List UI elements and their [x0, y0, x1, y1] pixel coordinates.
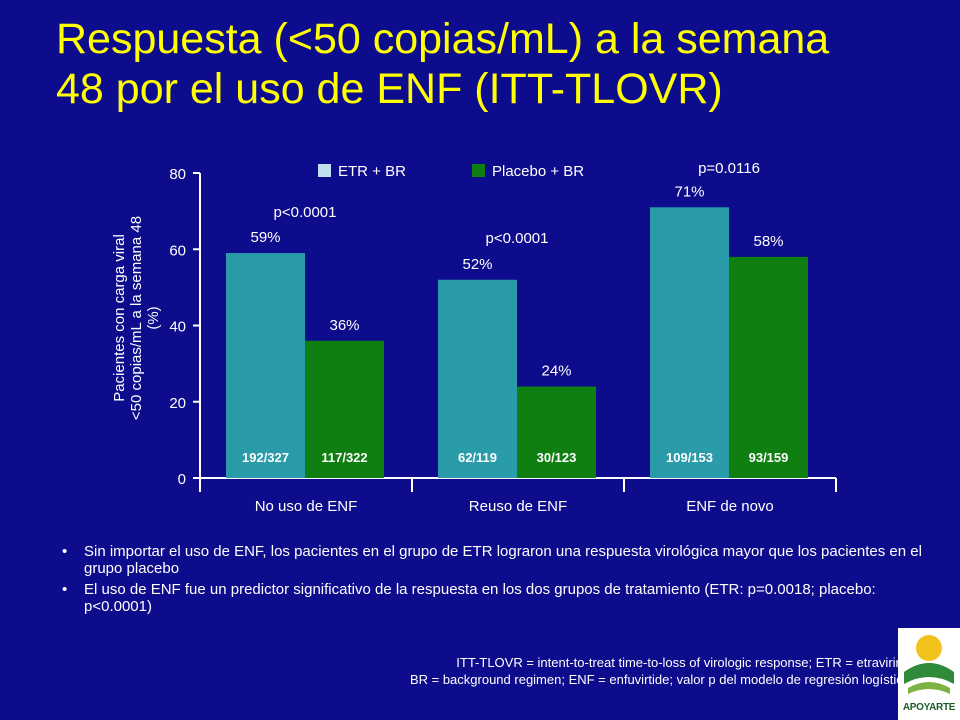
legend-swatch [472, 164, 485, 177]
y-axis-label-line: <50 copias/mL a la semana 48 [128, 216, 145, 420]
bar [226, 253, 305, 478]
bar [650, 207, 729, 478]
bar-count-label: 30/123 [537, 450, 577, 465]
bullet-item: El uso de ENF fue un predictor significa… [62, 581, 922, 615]
p-value-label: p<0.0001 [486, 230, 549, 247]
bar-count-label: 93/159 [749, 450, 789, 465]
y-tick-label: 80 [169, 166, 186, 183]
bullet-list: Sin importar el uso de ENF, los paciente… [62, 543, 922, 619]
bar [729, 256, 808, 478]
bar-count-label: 117/322 [321, 450, 367, 465]
bar-value-label: 58% [753, 233, 783, 250]
footnote-line1: ITT-TLOVR = intent-to-treat time-to-loss… [456, 655, 910, 670]
y-tick-label: 40 [169, 319, 186, 336]
slide-title-line1: Respuesta (<50 copias/mL) a la semana [56, 15, 830, 63]
bullet-item: Sin importar el uso de ENF, los paciente… [62, 543, 922, 577]
y-tick-label: 20 [169, 395, 186, 412]
category-label: ENF de novo [686, 498, 774, 515]
bar-value-label: 52% [462, 256, 492, 273]
bar-count-label: 109/153 [666, 450, 713, 465]
bar [305, 340, 384, 478]
legend-label: ETR + BR [338, 163, 406, 180]
bar-value-label: 59% [250, 229, 280, 246]
p-value-label: p<0.0001 [274, 204, 337, 221]
category-label: Reuso de ENF [469, 498, 567, 515]
bar [438, 279, 517, 478]
logo-text: APOYARTE [902, 702, 956, 713]
bar-count-label: 192/327 [242, 450, 289, 465]
bar-count-label: 62/119 [458, 450, 497, 465]
bar-value-label: 24% [541, 363, 571, 380]
slide-title: Respuesta (<50 copias/mL) a la semana 48… [56, 14, 936, 114]
bar-value-label: 71% [674, 183, 704, 200]
footnote: ITT-TLOVR = intent-to-treat time-to-loss… [250, 654, 910, 688]
y-tick-label: 60 [169, 242, 186, 259]
apoyarte-logo: APOYARTE [898, 628, 960, 720]
legend-swatch [318, 164, 331, 177]
bar-value-label: 36% [329, 317, 359, 334]
bar-chart: 0 20 40 60 80 Pacientes con carga viral<50 co… [111, 160, 837, 515]
y-axis-label-line: Pacientes con carga viral [111, 234, 128, 402]
category-label: No uso de ENF [255, 498, 358, 515]
legend-label: Placebo + BR [492, 163, 584, 180]
bar [517, 386, 596, 478]
footnote-line2: BR = background regimen; ENF = enfuvirti… [409, 672, 910, 687]
y-axis-label: Pacientes con carga viral<50 copias/mL a… [111, 216, 162, 420]
y-axis-label-line: (%) [145, 306, 162, 329]
p-value-label: p=0.0116 [698, 160, 760, 177]
slide-title-line2: 48 por el uso de ENF (ITT-TLOVR) [56, 65, 723, 113]
apoyarte-logo-icon [904, 635, 954, 694]
y-tick-label: 0 [178, 471, 186, 488]
